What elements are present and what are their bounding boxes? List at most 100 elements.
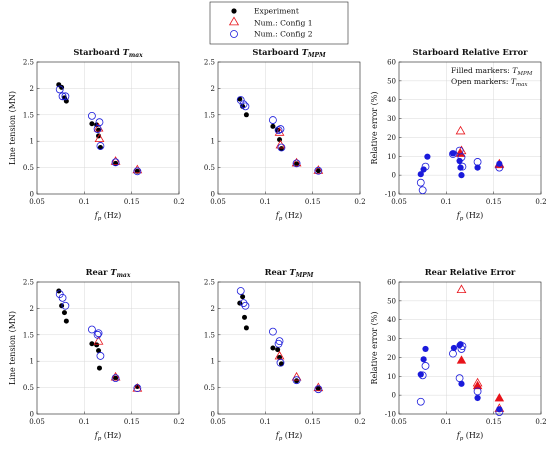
y-axis-label: Line tension (MN)	[8, 311, 17, 385]
data-point-config2	[241, 301, 250, 310]
data-point-config2	[239, 100, 248, 109]
data-point-config2	[241, 102, 250, 111]
data-point-config2	[314, 166, 323, 175]
series-circle	[236, 287, 323, 394]
y-tick-label: 0	[392, 392, 396, 400]
series-dot	[56, 288, 140, 390]
data-point-experiment	[113, 375, 119, 381]
data-point-config2	[455, 374, 464, 383]
y-axis-label: Relative error (%)	[370, 311, 379, 384]
data-point-config2-filled	[458, 380, 465, 387]
data-point-config2	[61, 301, 70, 310]
data-point-config1	[456, 284, 467, 294]
data-point-experiment	[278, 146, 284, 152]
data-point-config2	[449, 150, 457, 158]
x-tick-label: 0.15	[486, 198, 502, 206]
x-tick-label: 0.05	[391, 418, 407, 426]
y-tick-label: 1	[211, 358, 215, 366]
y-tick-label: 1.5	[23, 111, 34, 119]
y-tick-label: 20	[387, 354, 396, 362]
plot-area	[218, 62, 360, 194]
data-point-experiment	[94, 342, 100, 348]
y-axis-label: Line tension (MN)	[8, 91, 17, 165]
data-point-config2-filled	[450, 344, 458, 352]
x-axis-label-symbol: f	[456, 211, 462, 220]
series-circle	[416, 342, 504, 417]
data-point-config2	[58, 92, 67, 101]
y-tick-label: 0	[30, 191, 34, 199]
data-point-config2	[93, 330, 102, 339]
data-point-config2	[314, 385, 323, 394]
chart-title-text: Rear	[265, 267, 290, 277]
x-axis-label: fp (Hz)	[275, 211, 302, 222]
data-point-config2	[274, 126, 283, 135]
data-point-config2	[239, 299, 248, 308]
x-tick-label: 0.2	[354, 198, 365, 206]
x-axis-label-symbol: f	[456, 431, 462, 440]
data-point-config2	[133, 384, 142, 393]
data-point-config2	[111, 158, 120, 167]
data-point-experiment	[243, 325, 249, 331]
x-tick-label: 0.05	[29, 198, 45, 206]
data-point-experiment	[270, 123, 276, 129]
data-point-config2	[94, 329, 103, 338]
data-point-experiment	[243, 112, 249, 118]
chart-title-subscript: MPM	[307, 52, 326, 59]
data-point-config2	[292, 159, 301, 168]
x-axis-label-symbol: f	[94, 211, 100, 220]
data-point-experiment	[63, 318, 69, 324]
y-tick-label: 10	[387, 153, 396, 161]
x-axis-label: fp (Hz)	[456, 431, 483, 442]
chart-title-text: Rear Relative Error	[425, 267, 516, 277]
legend-item-experiment: Experiment	[231, 7, 299, 16]
x-axis-label-unit: (Hz)	[101, 211, 121, 220]
y-tick-label: 60	[387, 59, 396, 67]
plot-frame	[398, 61, 542, 195]
annotation-text: Filled markers:	[451, 66, 512, 75]
y-tick-label: 50	[387, 77, 396, 85]
data-point-config2	[292, 376, 301, 385]
data-point-config1	[110, 156, 121, 165]
data-point-config2	[236, 287, 245, 295]
data-point-experiment	[294, 161, 300, 167]
plot-area	[37, 62, 179, 194]
data-point-config2	[276, 125, 285, 133]
data-point-config1	[110, 371, 121, 381]
data-point-experiment	[97, 145, 103, 151]
chart-title: Rear TMPM	[265, 267, 314, 279]
data-point-config2-filled	[458, 172, 465, 179]
x-tick-label: 0.1	[441, 418, 452, 426]
x-tick-label: 0.2	[535, 418, 546, 426]
data-point-config2-filled	[474, 394, 481, 402]
y-tick-label: -10	[385, 191, 396, 199]
legend-item-config2: Num.: Config 2	[230, 30, 313, 39]
x-axis-label-subscript: p	[98, 216, 102, 222]
annotation-subscript: max	[516, 82, 528, 88]
x-tick-label: 0.15	[305, 198, 321, 206]
x-tick-label: 0.1	[260, 198, 271, 206]
y-tick-label: 40	[387, 316, 396, 324]
data-point-config2	[276, 358, 285, 367]
data-point-config2	[133, 167, 142, 176]
series-triangle-filled	[456, 355, 505, 402]
x-axis-label-unit: (Hz)	[282, 431, 302, 440]
y-tick-label: 30	[387, 115, 396, 123]
plot-frame	[217, 61, 361, 195]
x-axis-label-subscript: p	[98, 436, 102, 442]
x-tick-label: 0.15	[305, 418, 321, 426]
chart-title: Starboard TMPM	[252, 47, 326, 59]
x-tick-label: 0.05	[210, 198, 226, 206]
data-point-config1	[94, 133, 105, 143]
data-point-config1	[455, 125, 466, 135]
data-point-experiment	[89, 121, 95, 127]
data-point-config2	[421, 162, 430, 171]
y-tick-label: 2.5	[23, 279, 34, 287]
legend-marker-circle	[230, 30, 238, 38]
y-tick-label: 1.5	[23, 331, 34, 339]
x-axis-label-symbol: f	[94, 431, 100, 440]
chart-title-subscript: max	[129, 52, 143, 59]
data-point-config1-filled	[472, 380, 483, 390]
data-point-config2	[458, 162, 467, 171]
chart-panel-starboard-error: 0.05 0.1 0.15 0.2 -10 0 10 20 30 40 50 60 Starboard …	[370, 47, 547, 222]
chart-title: Starboard Relative Error	[413, 47, 529, 57]
